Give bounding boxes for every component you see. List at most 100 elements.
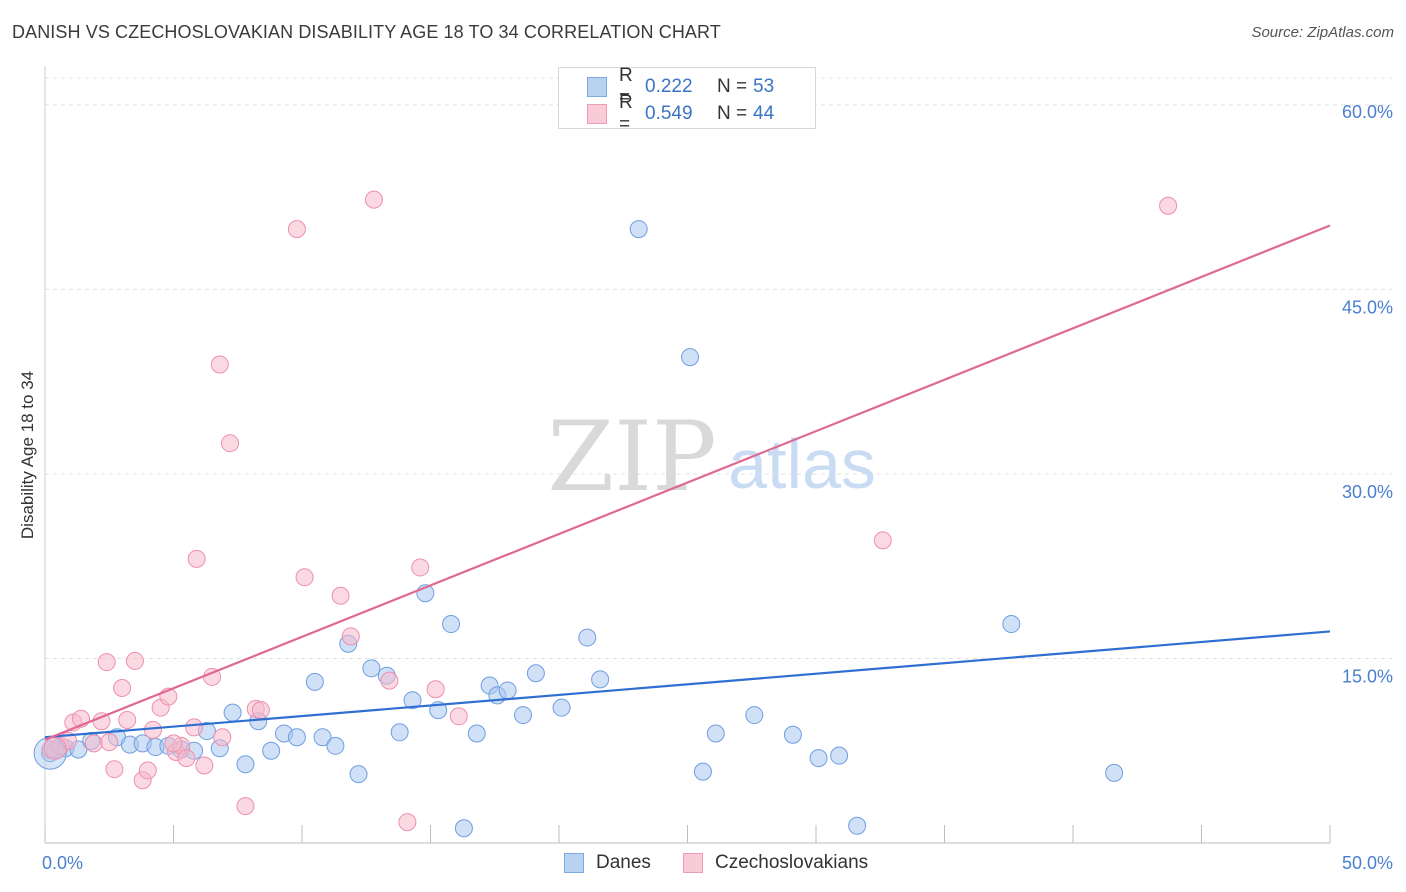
danes-point [848, 816, 867, 835]
czechoslovakians-point [195, 756, 214, 775]
danes-point [693, 762, 712, 781]
czechoslovakians-point [185, 718, 204, 737]
n-label: N = [717, 76, 748, 97]
stats-legend: R = 0.222 N = 53 R = 0.549 N = 44 [558, 65, 816, 135]
danes-point [783, 725, 802, 744]
stats-legend-row-danes: R = 0.222 N = 53 [587, 65, 775, 108]
danes-point [1002, 615, 1021, 634]
czechoslovakians-point [138, 761, 157, 780]
danes-point [514, 706, 533, 725]
czechoslovakians-point [125, 651, 144, 670]
danes-point [498, 681, 517, 700]
chart-title: DANISH VS CZECHOSLOVAKIAN DISABILITY AGE… [12, 22, 721, 42]
r-value: 0.549 [645, 103, 693, 124]
data-points [33, 190, 1178, 838]
danes-point [706, 724, 725, 743]
czechoslovakians-point [236, 797, 255, 816]
czechoslovakians-point [251, 701, 270, 720]
danes-point [454, 819, 473, 838]
y-tick-label: 60.0% [1342, 102, 1393, 122]
danes-point [467, 724, 486, 743]
danes-point [681, 348, 700, 367]
n-label: N = [717, 103, 748, 124]
czechoslovakians-point [295, 568, 314, 587]
czechoslovakians-point [97, 653, 116, 672]
czechoslovakians-point [100, 733, 119, 752]
danes-point [552, 698, 571, 717]
series-legend: Danes Czechoslovakians [0, 852, 1406, 878]
czechoslovakians-point [449, 707, 468, 726]
czechoslovakians-point [411, 558, 430, 577]
legend-swatch-czechoslovakians [683, 853, 703, 873]
n-value: 44 [753, 103, 775, 124]
x-tick-label: 0.0% [42, 853, 83, 873]
n-value: 53 [753, 76, 775, 97]
danes-point [262, 741, 281, 760]
danes-point [236, 755, 255, 774]
czechoslovakians-trend-line [44, 224, 1331, 741]
czechoslovakians-point [43, 736, 67, 760]
gridlines [45, 77, 1392, 659]
source-label: Source: ZipAtlas.com [1251, 24, 1394, 41]
danes-point [362, 659, 381, 678]
danes-point [313, 728, 332, 747]
axes [44, 66, 1331, 844]
czechoslovakians-point [1159, 196, 1178, 215]
x-tick-label: 50.0% [1342, 853, 1393, 873]
y-tick-label: 45.0% [1342, 297, 1393, 317]
czechoslovakians-point [221, 434, 240, 453]
czechoslovakians-point [364, 190, 383, 209]
r-label: R = [619, 92, 633, 135]
czechoslovakians-point [118, 710, 137, 729]
danes-point [809, 749, 828, 768]
czechoslovakians-point [213, 728, 232, 747]
y-tick-label: 15.0% [1342, 666, 1393, 686]
legend-item-czechoslovakians[interactable]: Czechoslovakians [683, 852, 868, 874]
danes-point [745, 706, 764, 725]
danes-point [326, 736, 345, 755]
danes-point [305, 672, 324, 691]
danes-point [591, 670, 610, 689]
czechoslovakians-point [426, 680, 445, 699]
czechoslovakians-point [164, 734, 183, 753]
czechoslovakians-point [287, 220, 306, 239]
czechoslovakians-point [84, 734, 103, 753]
r-label: R = [619, 65, 633, 108]
r-value: 0.222 [645, 76, 693, 97]
legend-label-danes: Danes [596, 852, 651, 873]
y-tick-label: 30.0% [1342, 482, 1393, 502]
danes-point [403, 691, 422, 710]
danes-point [629, 220, 648, 239]
danes-point [1105, 763, 1124, 782]
czechoslovakians-point [331, 586, 350, 605]
czechoslovakians-point [341, 627, 360, 646]
czechoslovakians-point [210, 355, 229, 374]
trend-lines [44, 224, 1331, 741]
legend-swatch-danes [564, 853, 584, 873]
danes-point [287, 728, 306, 747]
watermark-zip: ZIP [547, 401, 716, 513]
stats-legend-row-czechoslovakians: R = 0.549 N = 44 [587, 92, 775, 135]
watermark-atlas: atlas [728, 425, 876, 503]
legend-label-czechoslovakians: Czechoslovakians [715, 852, 869, 873]
danes-trend-line [44, 630, 1331, 739]
legend-swatch-czechoslovakians [587, 104, 607, 124]
czechoslovakians-point [177, 749, 196, 768]
tick-labels: 15.0% 30.0% 45.0% 60.0% 0.0% 50.0% [42, 102, 1393, 873]
legend-item-danes[interactable]: Danes [564, 852, 651, 874]
czechoslovakians-point [873, 531, 892, 550]
czechoslovakians-point [105, 760, 124, 779]
czechoslovakians-point [187, 549, 206, 568]
czechoslovakians-point [398, 813, 417, 832]
danes-point [578, 628, 597, 647]
y-axis-label: Disability Age 18 to 34 [18, 370, 37, 540]
danes-point [390, 723, 409, 742]
legend-swatch-danes [587, 77, 607, 97]
czechoslovakians-point [380, 671, 399, 690]
danes-point [223, 703, 242, 722]
danes-point [830, 746, 849, 765]
czechoslovakians-point [113, 679, 132, 697]
danes-point [526, 664, 545, 683]
watermark: ZIP atlas [547, 401, 876, 513]
